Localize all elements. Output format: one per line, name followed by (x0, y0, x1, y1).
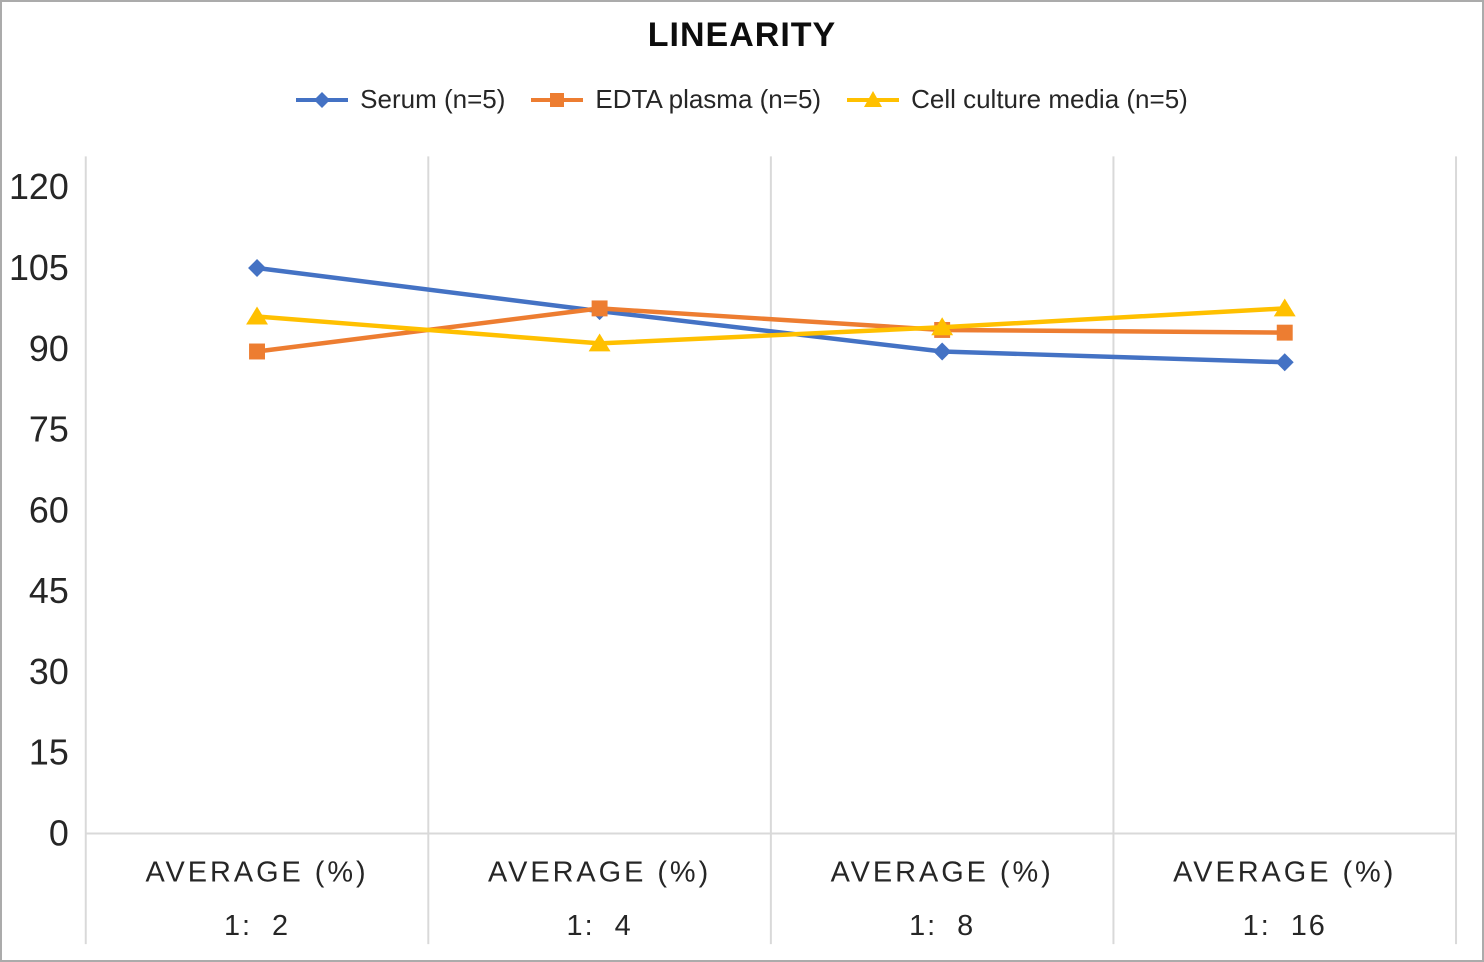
data-point-marker-diamond (933, 342, 952, 361)
y-tick-label: 90 (29, 329, 69, 369)
x-axis-category-label: 1: 4 (567, 910, 633, 942)
y-tick-label: 105 (9, 248, 69, 288)
series-line (254, 306, 1287, 346)
legend-label: Serum (n=5) (360, 84, 506, 114)
data-point-marker-triangle (1273, 298, 1296, 317)
x-axis-group-label: AVERAGE (%) (145, 856, 368, 888)
legend-item: EDTA plasma (n=5) (531, 84, 821, 115)
legend-item: Serum (n=5) (296, 84, 505, 115)
legend-triangle-marker-icon (847, 90, 900, 107)
data-point-marker-square (1276, 324, 1293, 341)
data-point-marker-triangle (246, 306, 268, 325)
legend-diamond-marker-icon (296, 91, 349, 108)
y-tick-label: 120 (9, 167, 69, 207)
legend-label: Cell culture media (n=5) (911, 84, 1188, 114)
data-point-marker-diamond (1275, 353, 1294, 372)
y-tick-label: 75 (29, 410, 69, 450)
legend: Serum (n=5) EDTA plasma (n=5) Cell culture… (2, 84, 1482, 115)
chart-title: LINEARITY (647, 16, 837, 54)
y-tick-label: 60 (29, 490, 69, 530)
y-tick-label: 15 (29, 733, 69, 773)
y-tick-label: 30 (29, 652, 69, 692)
x-axis-category-label: 1: 16 (1243, 910, 1327, 942)
x-axis-category-label: 1: 2 (224, 910, 290, 942)
legend-label: EDTA plasma (n=5) (595, 84, 822, 114)
x-axis-group-label: AVERAGE (%) (831, 856, 1054, 888)
data-point-marker-triangle (931, 317, 954, 336)
y-tick-label: 0 (49, 813, 69, 853)
x-axis-group-label: AVERAGE (%) (1173, 856, 1396, 888)
data-point-marker-square (249, 343, 265, 360)
y-tick-label: 45 (29, 571, 69, 611)
x-axis-group-label: AVERAGE (%) (488, 856, 711, 888)
legend-square-marker-icon (531, 92, 584, 107)
data-point-marker-triangle (588, 333, 611, 352)
data-point-marker-diamond (248, 259, 266, 277)
data-point-marker-square (591, 300, 608, 317)
x-axis-category-label: 1: 8 (909, 910, 975, 942)
legend-item: Cell culture media (n=5) (847, 84, 1188, 115)
series-line (254, 265, 1287, 365)
